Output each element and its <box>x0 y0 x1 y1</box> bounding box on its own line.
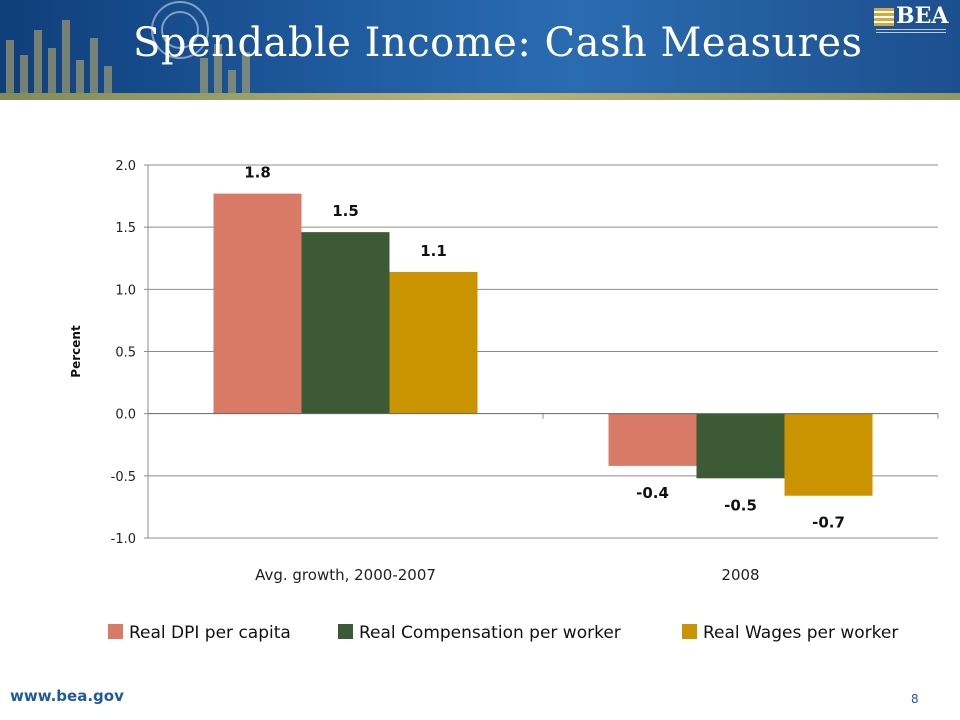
y-tick-label: 1.0 <box>115 283 136 298</box>
bea-logo-underline <box>876 29 946 33</box>
footer-url[interactable]: www.bea.gov <box>10 687 124 705</box>
data-label: 1.1 <box>420 242 447 260</box>
y-tick-label: 1.5 <box>115 221 136 236</box>
y-tick-label: 0.5 <box>115 346 136 361</box>
bar <box>301 232 390 414</box>
y-tick-label: -1.0 <box>111 532 136 547</box>
data-label: -0.7 <box>812 514 845 532</box>
banner-accent-stripe <box>0 93 960 100</box>
y-axis-label: Percent <box>69 325 83 378</box>
legend-swatch <box>338 624 353 639</box>
bar <box>696 413 785 479</box>
header-banner: Spendable Income: Cash Measures BEA <box>0 0 960 100</box>
page-number: 8 <box>911 692 919 706</box>
bea-logo: BEA <box>874 3 949 37</box>
x-tick-label: Avg. growth, 2000-2007 <box>255 566 436 584</box>
slide-title: Spendable Income: Cash Measures <box>133 20 863 66</box>
data-label: -0.5 <box>724 496 757 514</box>
legend-label: Real Compensation per worker <box>359 623 621 643</box>
x-tick-label: 2008 <box>721 566 759 584</box>
bea-logo-text: BEA <box>896 3 949 29</box>
legend-label: Real DPI per capita <box>129 623 291 643</box>
data-label: 1.5 <box>332 202 359 220</box>
data-label: 1.8 <box>244 164 271 182</box>
y-tick-label: 0.0 <box>115 408 136 423</box>
bar <box>784 413 873 496</box>
y-tick-label: 2.0 <box>115 159 136 174</box>
data-label: -0.4 <box>636 484 669 502</box>
legend-label: Real Wages per worker <box>703 623 898 643</box>
y-tick-label: -0.5 <box>111 470 136 485</box>
legend-swatch <box>108 624 123 639</box>
bar <box>608 413 697 466</box>
bea-logo-mark-icon <box>874 8 894 26</box>
bar <box>213 193 302 414</box>
banner-decoration <box>6 1 250 100</box>
bar <box>389 271 478 414</box>
legend-swatch <box>682 624 697 639</box>
